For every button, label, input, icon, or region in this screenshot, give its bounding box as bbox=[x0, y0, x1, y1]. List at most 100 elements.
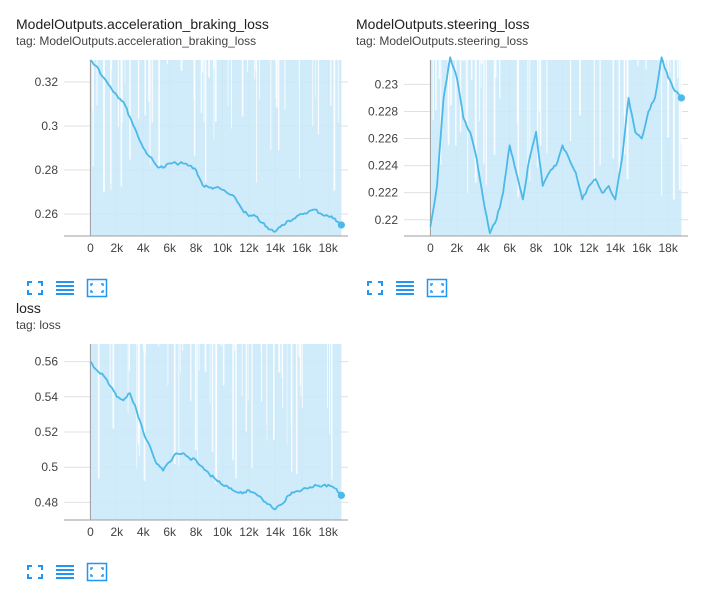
x-tick-label: 8k bbox=[190, 241, 204, 255]
raw-data-gap bbox=[337, 60, 339, 123]
line-chart[interactable]: 0.26 0.28 0.3 0.32 0 2k 4k 6k 8k 10k 12k 14k 16k 18k bbox=[16, 56, 356, 274]
series-end-point bbox=[337, 221, 345, 229]
raw-data-gap bbox=[102, 60, 105, 193]
raw-data-gap bbox=[333, 60, 336, 191]
raw-data-gap bbox=[194, 344, 197, 451]
card-tag: tag: ModelOutputs.steering_loss bbox=[356, 34, 529, 48]
y-tick-label: 0.26 bbox=[35, 207, 59, 221]
x-tick-label: 2k bbox=[110, 525, 124, 539]
raw-data-gap bbox=[481, 60, 483, 64]
raw-data-gap bbox=[463, 60, 465, 61]
x-tick-label: 14k bbox=[606, 241, 626, 255]
x-tick-label: 2k bbox=[110, 241, 124, 255]
raw-data-gap bbox=[450, 60, 452, 106]
raw-data-gap bbox=[180, 344, 181, 373]
raw-data-gap bbox=[299, 344, 302, 386]
raw-data-gap bbox=[295, 344, 298, 475]
raw-data-gap bbox=[480, 60, 482, 64]
series-line bbox=[429, 56, 683, 235]
raw-data-gap bbox=[214, 60, 216, 68]
card-tag: tag: loss bbox=[16, 318, 61, 332]
raw-data-gap bbox=[447, 60, 450, 145]
raw-data-gap bbox=[256, 60, 258, 183]
raw-data-gap bbox=[435, 60, 437, 111]
line-chart[interactable]: 0.22 0.222 0.224 0.226 0.228 0.23 0 2k 4k 6k 8k 10k… bbox=[356, 56, 696, 274]
x-tick-label: 18k bbox=[319, 241, 339, 255]
raw-data-gap bbox=[138, 344, 140, 456]
raw-data-gap bbox=[538, 60, 541, 112]
series-end-point bbox=[677, 94, 685, 102]
raw-data-gap bbox=[254, 60, 256, 80]
x-tick-label: 16k bbox=[292, 525, 312, 539]
raw-data-gap bbox=[517, 60, 520, 198]
raw-data-gap bbox=[266, 344, 268, 425]
raw-data-gap bbox=[672, 60, 675, 200]
raw-data-gap bbox=[120, 60, 123, 187]
x-tick-label: 14k bbox=[266, 525, 286, 539]
raw-data-gap bbox=[148, 60, 150, 102]
raw-data-gap bbox=[166, 60, 169, 65]
raw-data-gap bbox=[291, 344, 293, 472]
fullscreen-icon[interactable] bbox=[24, 278, 46, 298]
card-title: ModelOutputs.steering_loss bbox=[356, 16, 530, 32]
raw-data-gap bbox=[231, 60, 232, 129]
raw-data-gap bbox=[193, 60, 196, 156]
raw-data-gap bbox=[277, 60, 280, 151]
raw-data-gap bbox=[92, 60, 94, 167]
x-tick-label: 16k bbox=[632, 241, 652, 255]
raw-data-gap bbox=[298, 60, 300, 179]
raw-data-gap bbox=[128, 344, 130, 372]
raw-data-gap bbox=[142, 344, 145, 352]
fit-domain-icon[interactable] bbox=[426, 278, 448, 298]
raw-data-gap bbox=[215, 344, 218, 484]
raw-data-gap bbox=[112, 344, 115, 429]
raw-data-gap bbox=[494, 60, 497, 79]
raw-data-gap bbox=[241, 60, 244, 117]
fit-domain-icon[interactable] bbox=[86, 278, 108, 298]
raw-data-gap bbox=[499, 60, 501, 99]
raw-data-gap bbox=[234, 344, 237, 351]
y-tick-label: 0.226 bbox=[368, 132, 398, 146]
legend-toggle-icon[interactable] bbox=[54, 562, 76, 582]
x-tick-label: 8k bbox=[530, 241, 544, 255]
raw-data-gap bbox=[298, 344, 301, 357]
raw-data-gap bbox=[329, 344, 331, 435]
raw-data-gap bbox=[330, 60, 332, 106]
raw-data-gap bbox=[485, 60, 487, 185]
raw-data-gap bbox=[546, 60, 548, 154]
raw-data-gap bbox=[144, 60, 146, 116]
raw-data-gap bbox=[245, 344, 247, 432]
raw-data-gap bbox=[645, 60, 647, 69]
x-tick-label: 10k bbox=[553, 241, 573, 255]
raw-data-gap bbox=[97, 344, 100, 479]
raw-data-gap bbox=[151, 60, 153, 123]
x-tick-label: 18k bbox=[319, 525, 339, 539]
legend-toggle-icon[interactable] bbox=[54, 278, 76, 298]
x-tick-label: 10k bbox=[213, 525, 233, 539]
raw-data-gap bbox=[331, 344, 333, 480]
raw-data-gap bbox=[624, 60, 626, 155]
y-tick-label: 0.48 bbox=[35, 495, 59, 509]
y-tick-label: 0.224 bbox=[368, 159, 398, 173]
raw-data-gap bbox=[281, 344, 283, 378]
raw-data-gap bbox=[213, 60, 215, 139]
x-tick-label: 6k bbox=[163, 241, 177, 255]
raw-data-gap bbox=[527, 60, 529, 172]
raw-data-gap bbox=[167, 344, 169, 386]
series-line bbox=[89, 59, 343, 233]
line-chart[interactable]: 0.48 0.5 0.52 0.54 0.56 0 2k 4k 6k 8k 10k 12k 14k 16k… bbox=[16, 340, 356, 558]
fullscreen-icon[interactable] bbox=[364, 278, 386, 298]
fullscreen-icon[interactable] bbox=[24, 562, 46, 582]
y-tick-label: 0.32 bbox=[35, 75, 59, 89]
raw-data-gap bbox=[182, 344, 184, 351]
raw-data-gap bbox=[432, 60, 434, 121]
x-tick-label: 2k bbox=[450, 241, 464, 255]
legend-toggle-icon[interactable] bbox=[394, 278, 416, 298]
x-tick-label: 0 bbox=[87, 525, 94, 539]
raw-data-gap bbox=[110, 60, 112, 191]
fit-domain-icon[interactable] bbox=[86, 562, 108, 582]
raw-data-gap bbox=[270, 60, 272, 150]
raw-data-gap bbox=[286, 344, 288, 445]
y-tick-label: 0.23 bbox=[375, 77, 399, 91]
raw-data-gap bbox=[300, 344, 302, 397]
